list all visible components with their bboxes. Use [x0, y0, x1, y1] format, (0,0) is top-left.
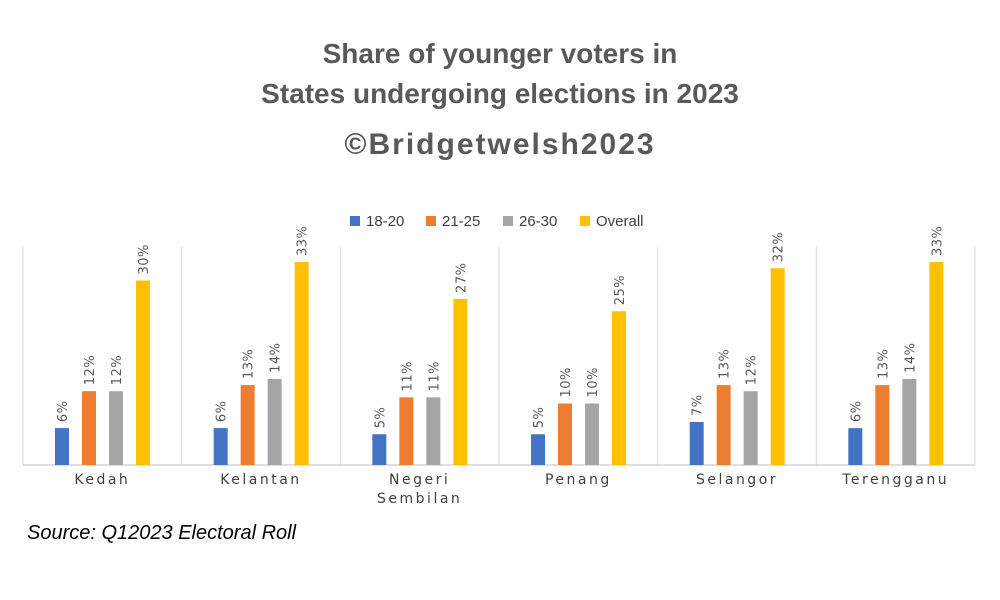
- legend-swatch: [503, 216, 513, 226]
- bar-21-25-negeri-sembilan: [399, 397, 414, 465]
- bar-26-30-selangor: [743, 391, 758, 465]
- data-label: 32%: [772, 232, 787, 262]
- bar-overall-selangor: [770, 268, 785, 465]
- source-note: Source: Q12023 Electoral Roll: [27, 522, 297, 544]
- x-tick-label: Negeri: [389, 472, 450, 488]
- data-label: 6%: [849, 400, 864, 422]
- data-label: 12%: [83, 355, 98, 385]
- legend-swatch: [580, 216, 590, 226]
- bar-21-25-penang: [558, 403, 572, 465]
- data-label: 12%: [745, 355, 760, 385]
- data-label: 25%: [613, 275, 628, 305]
- chart-title-line-1: Share of younger voters in: [322, 38, 678, 69]
- data-label: 27%: [454, 263, 469, 293]
- bar-overall-negeri-sembilan: [453, 298, 468, 465]
- data-label: 33%: [296, 226, 311, 256]
- legend-swatch: [426, 216, 436, 226]
- bar-18-20-terengganu: [848, 428, 863, 465]
- bar-overall-penang: [612, 311, 626, 465]
- x-tick-label: Terengganu: [841, 472, 949, 488]
- legend-label: 26-30: [519, 213, 557, 230]
- chart-subtitle-copyright: ©Bridgetwelsh2023: [344, 128, 656, 161]
- data-label: 5%: [532, 407, 547, 429]
- legend-swatch: [350, 216, 360, 226]
- bar-26-30-kelantan: [267, 378, 282, 465]
- legend-label: 21-25: [442, 213, 480, 230]
- x-tick-label: Penang: [545, 472, 612, 488]
- data-label: 10%: [559, 367, 574, 397]
- data-label: 6%: [56, 400, 71, 422]
- data-label: 11%: [400, 361, 415, 391]
- data-label: 6%: [215, 400, 230, 422]
- bar-18-20-penang: [531, 434, 545, 465]
- bar-26-30-penang: [585, 403, 599, 465]
- data-label: 7%: [691, 394, 706, 416]
- data-label: 14%: [269, 342, 284, 372]
- bar-21-25-kedah: [82, 391, 96, 465]
- data-label: 5%: [373, 407, 388, 429]
- bar-overall-kedah: [136, 280, 150, 465]
- bar-26-30-negeri-sembilan: [426, 397, 441, 465]
- bar-overall-kelantan: [294, 262, 309, 465]
- data-label: 13%: [718, 349, 733, 379]
- data-label: 33%: [930, 226, 945, 256]
- bar-26-30-kedah: [109, 391, 123, 465]
- data-label: 14%: [903, 342, 918, 372]
- bar-18-20-kedah: [55, 428, 69, 465]
- data-label: 11%: [427, 361, 442, 391]
- x-tick-label: Selangor: [696, 472, 778, 488]
- bar-21-25-terengganu: [875, 385, 890, 465]
- bar-26-30-terengganu: [902, 378, 917, 465]
- legend-label: 18-20: [366, 213, 404, 230]
- data-label: 13%: [876, 349, 891, 379]
- bar-18-20-kelantan: [213, 428, 228, 465]
- data-label: 30%: [137, 244, 152, 274]
- bar-21-25-kelantan: [240, 385, 255, 465]
- bar-18-20-selangor: [689, 421, 704, 465]
- data-label: 12%: [110, 355, 125, 385]
- x-tick-label: Kedah: [74, 472, 130, 488]
- x-tick-label: Sembilan: [377, 491, 462, 507]
- data-label: 13%: [242, 349, 257, 379]
- bar-overall-terengganu: [929, 262, 944, 465]
- bar-21-25-selangor: [716, 385, 731, 465]
- data-label: 10%: [586, 367, 601, 397]
- legend-label: Overall: [596, 213, 644, 230]
- bar-18-20-negeri-sembilan: [372, 434, 387, 465]
- x-tick-label: Kelantan: [220, 472, 301, 488]
- chart-title-line-2: States undergoing elections in 2023: [261, 78, 739, 109]
